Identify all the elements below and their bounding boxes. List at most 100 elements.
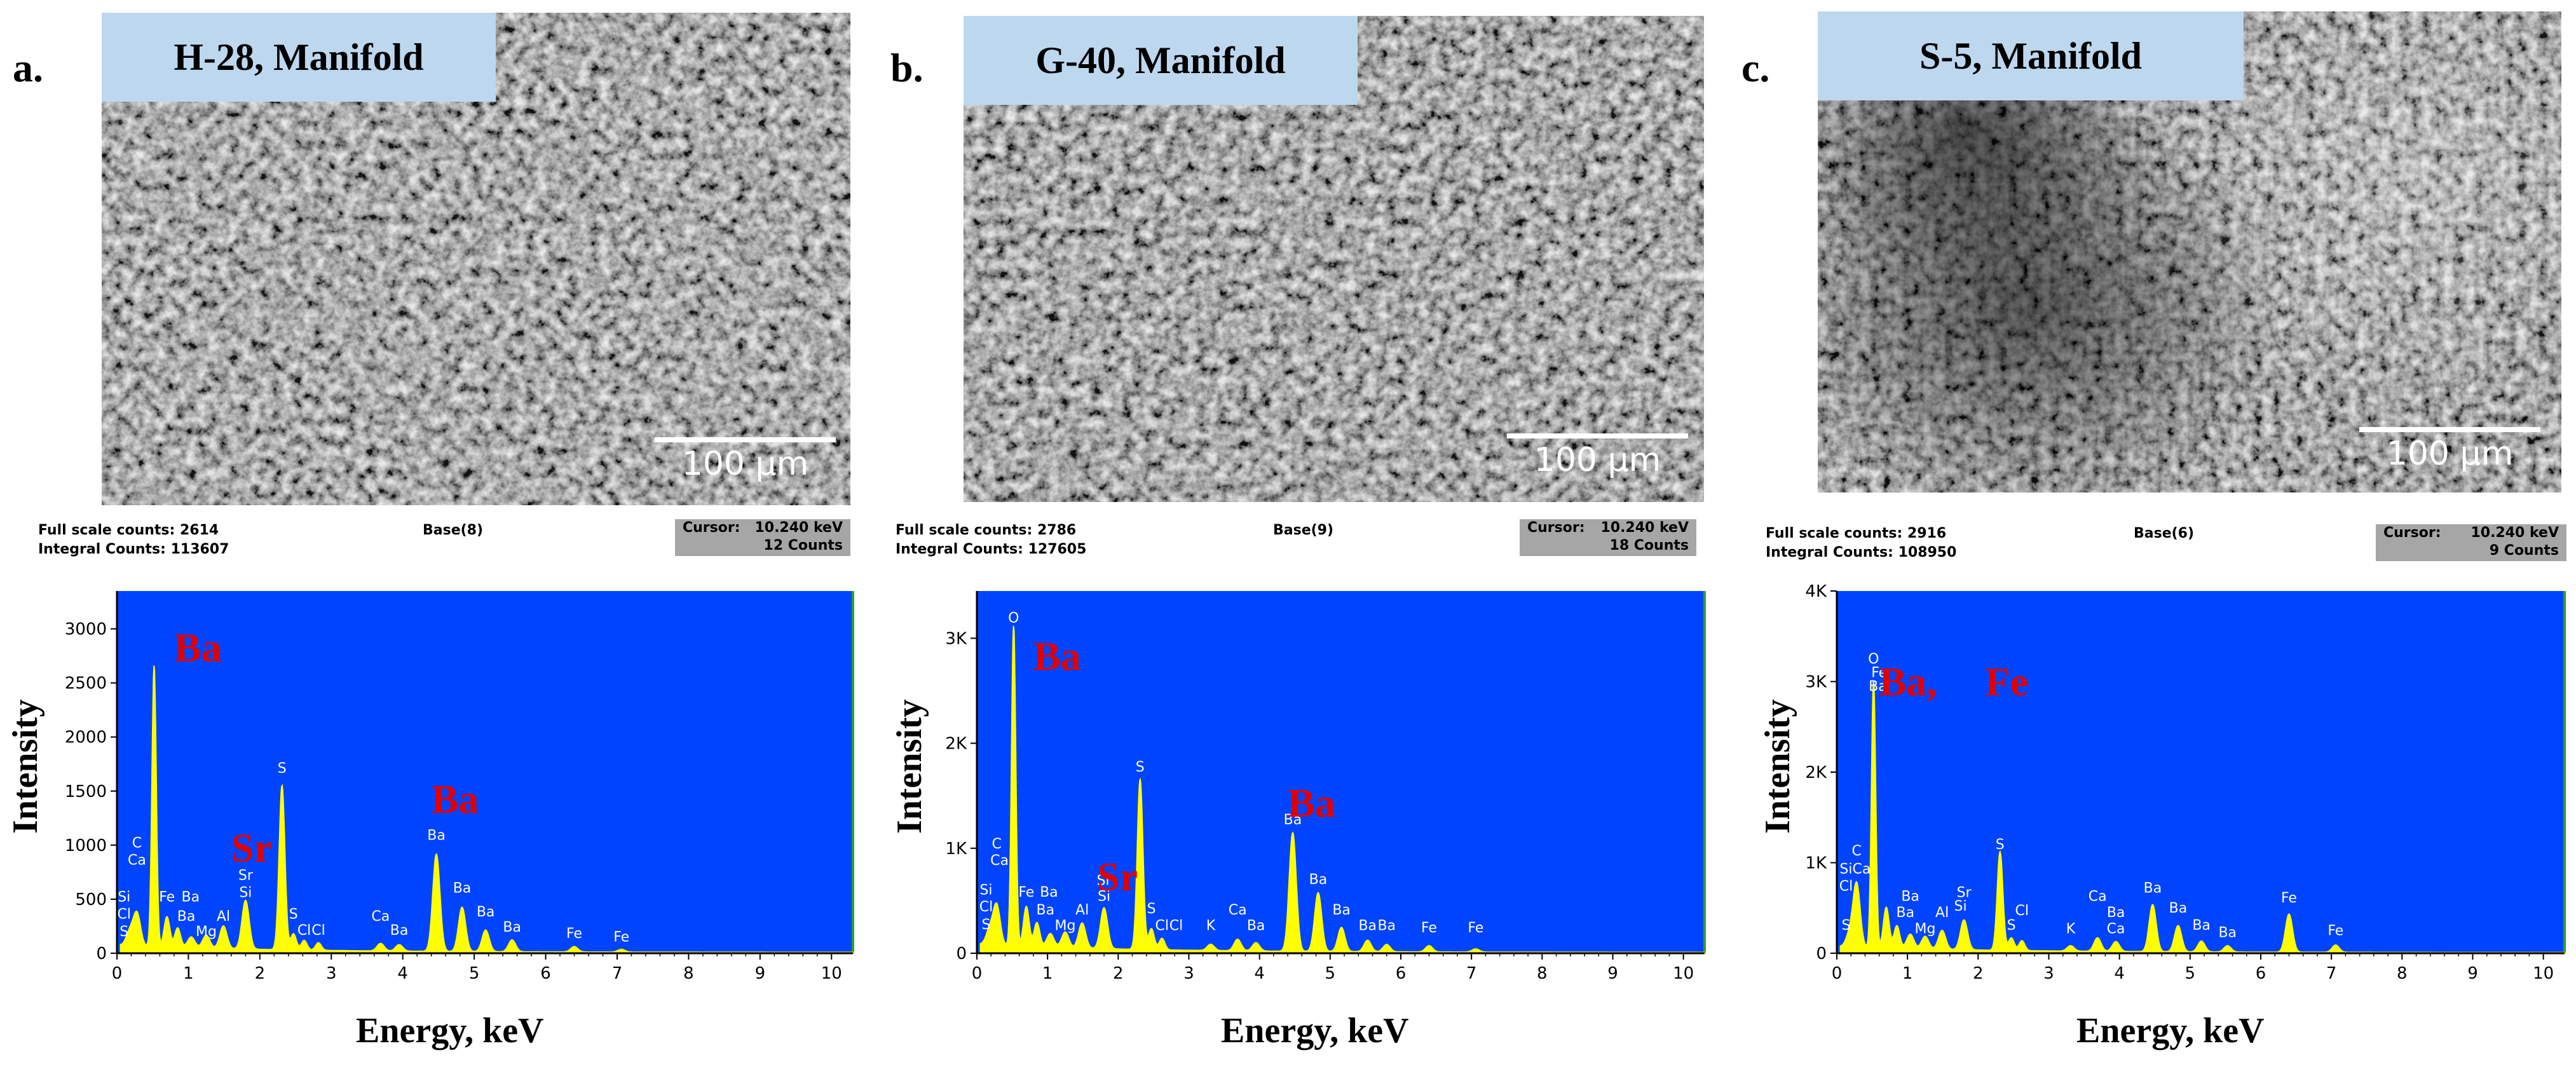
peak-label: Fe (1468, 920, 1483, 936)
panel-letter: b. (890, 45, 923, 90)
y-tick-label: 2000 (65, 728, 107, 747)
peak-label: Fe (1018, 885, 1034, 900)
peak-label: Cl (118, 907, 131, 923)
peak-label: Si (1098, 888, 1110, 904)
x-tick-label: 5 (469, 964, 480, 983)
element-label: Ba, (1879, 659, 1937, 704)
y-axis-title: Intensity (6, 699, 45, 834)
element-label: Ba (1033, 634, 1081, 679)
plot-area (977, 591, 1705, 953)
y-tick-label: 3000 (65, 620, 107, 639)
peak-label: S (2007, 918, 2016, 934)
x-tick-label: 5 (2185, 964, 2196, 983)
x-tick-label: 4 (1254, 964, 1265, 983)
x-tick-label: 9 (1607, 964, 1618, 983)
eds-base: Base(9) (1273, 522, 1334, 538)
x-tick-label: 8 (2397, 964, 2408, 983)
y-tick-label: 3K (945, 629, 967, 648)
peak-label: Ba (453, 881, 472, 897)
scale-bar-label: 100 µm (1534, 441, 1661, 479)
integral-counts: Integral Counts: 127605 (896, 541, 1087, 557)
x-tick-label: 10 (2533, 964, 2554, 983)
y-tick-label: 2K (945, 735, 967, 754)
eds-spectrum: 0 1 2 3 4 5 6 7 8 9 10 0 1K 2K 3K O C Ca Si Cl S Fe Ba Ba Mg Al Si… (859, 559, 1717, 1004)
cursor-value: 10.240 keV (2470, 525, 2559, 541)
peak-label: Fe (1421, 920, 1437, 936)
sample-title: G-40, Manifold (964, 16, 1358, 105)
peak-label: Ba (477, 904, 495, 920)
peak-label: Ca (371, 909, 390, 925)
peak-label: Ba (427, 827, 446, 843)
x-tick-label: 4 (397, 964, 408, 983)
scale-bar: 100 µm (655, 437, 836, 483)
y-tick-label: 1500 (65, 782, 107, 801)
sample-title: S-5, Manifold (1818, 11, 2244, 100)
peak-label: Al (217, 909, 230, 925)
peak-label: Cl (2015, 903, 2029, 919)
x-tick-label: 3 (2043, 964, 2054, 983)
peak-label: Ba (1284, 812, 1302, 828)
x-tick-label: 10 (1673, 964, 1694, 983)
peak-label: Ca (1229, 902, 1247, 918)
element-label: Sr (1097, 854, 1138, 899)
x-tick-label: 2 (255, 964, 266, 983)
peak-label: Ba (1332, 902, 1351, 918)
scale-bar-line (655, 437, 836, 442)
x-tick-label: 9 (2467, 964, 2478, 983)
peak-label: Mg (1054, 918, 1075, 934)
x-tick-label: 2 (1973, 964, 1984, 983)
peak-label: Ba (1358, 918, 1377, 934)
peak-label: Ba (390, 923, 409, 939)
peak-label: Ba (1247, 918, 1265, 934)
peak-label: Si (1839, 862, 1852, 878)
peak-label: O (1008, 611, 1019, 627)
x-tick-label: 7 (1466, 964, 1477, 983)
y-tick-label: 1K (1805, 854, 1827, 873)
x-tick-label: 1 (183, 964, 194, 983)
plot-area (117, 591, 853, 953)
y-tick-label: 3K (1805, 673, 1827, 692)
peak-label: Ba (2144, 881, 2162, 897)
peak-label: Ba (1377, 918, 1396, 934)
peak-label: K (1206, 918, 1216, 934)
peak-label: Sr (1957, 885, 1972, 901)
peak-label: Ba (2192, 918, 2211, 934)
cursor-readout: Cursor: 10.240 keV 9 Counts (2376, 524, 2566, 561)
peak-label: S (278, 761, 287, 777)
cursor-readout: Cursor: 10.240 keV 12 Counts (675, 519, 850, 556)
eds-header-left: Full scale counts: 2786 Integral Counts:… (896, 521, 1086, 559)
peak-label: C (992, 836, 1001, 852)
peak-label: Ba (503, 920, 521, 935)
cursor-label: Cursor: (683, 520, 740, 536)
cursor-counts: 9 Counts (2489, 543, 2559, 559)
element-label: Sr (231, 825, 272, 870)
peak-label: Ca (2107, 921, 2125, 937)
peak-label: Si (979, 882, 992, 898)
peak-label: K (2066, 921, 2076, 937)
peak-label: Fe (159, 889, 175, 905)
eds-base: Base(8) (423, 522, 484, 538)
peak-label: Ca (2089, 888, 2107, 904)
x-tick-label: 3 (326, 964, 337, 983)
cursor-readout: Cursor: 10.240 keV 18 Counts (1520, 519, 1696, 556)
cursor-counts: 12 Counts (763, 538, 843, 554)
integral-counts: Integral Counts: 108950 (1766, 545, 1957, 561)
eds-header-left: Full scale counts: 2916 Integral Counts:… (1766, 524, 1956, 562)
peak-label: Sr (238, 867, 254, 883)
integral-counts: Integral Counts: 113607 (38, 541, 229, 557)
y-tick-label: 1000 (65, 836, 107, 855)
x-tick-label: 2 (1113, 964, 1124, 983)
cursor-label: Cursor: (1527, 520, 1585, 536)
x-axis-title: Energy, keV (2076, 1011, 2265, 1050)
panel-letter: c. (1741, 45, 1770, 90)
eds-header-left: Full scale counts: 2614 Integral Counts:… (38, 521, 229, 559)
element-label: Ba (1288, 780, 1335, 826)
spectrum-series (979, 625, 1705, 954)
full-scale-counts: Full scale counts: 2916 (1766, 526, 1947, 541)
peak-label: Sr (1097, 873, 1112, 889)
y-axis-title: Intensity (890, 699, 929, 834)
peak-label: O (1868, 651, 1879, 667)
peak-label: Fe (613, 929, 629, 945)
y-tick-label: 0 (1816, 944, 1827, 963)
